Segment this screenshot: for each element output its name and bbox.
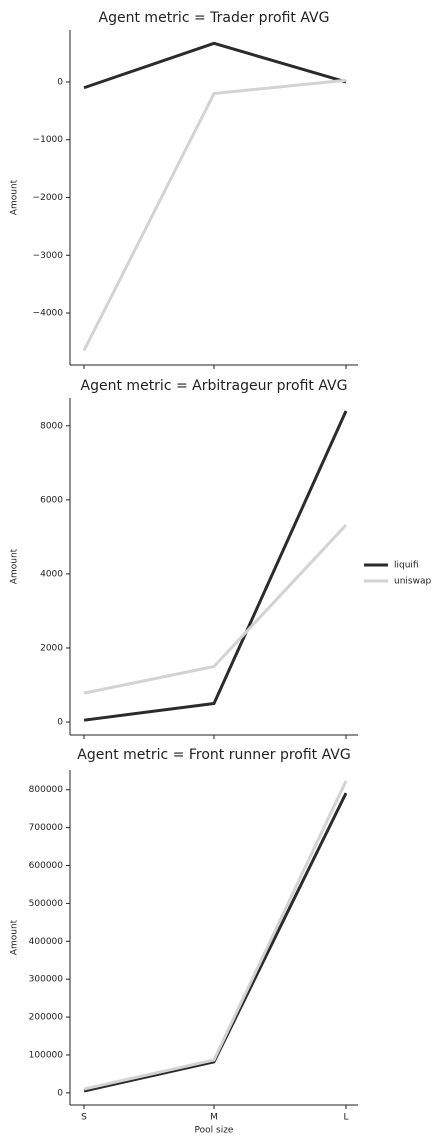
chart-title: Agent metric = Trader profit AVG [99,10,330,26]
y-tick-label: 2000 [40,643,63,653]
y-tick-label: 300000 [29,975,64,985]
legend-label: liquifi [394,561,419,571]
y-tick-label: 800000 [29,785,64,795]
x-tick-label: S [81,1113,87,1123]
chart-title: Agent metric = Arbitrageur profit AVG [81,378,348,394]
y-tick-label: −4000 [33,309,64,319]
x-tick-label: L [343,1113,348,1123]
y-tick-label: −2000 [33,193,64,203]
y-tick-label: 100000 [29,1050,64,1060]
line [83,780,348,1091]
y-tick-label: 0 [57,1088,63,1098]
y-tick-label: −3000 [33,251,64,261]
y-tick-label: 0 [57,77,63,87]
line [83,410,348,722]
line [83,41,347,90]
y-axis-label: Amount [10,548,20,584]
y-tick-label: −1000 [33,135,64,145]
y-tick-label: 0 [57,718,63,728]
line [82,78,347,352]
y-tick-label: 200000 [29,1013,64,1023]
y-tick-label: 6000 [40,495,63,505]
chart-title: Agent metric = Front runner profit AVG [77,747,350,763]
y-axis-label: Amount [10,919,20,955]
legend-label: uniswap [394,577,431,587]
x-tick-label: M [210,1113,218,1123]
line [83,523,348,695]
y-tick-label: 400000 [29,937,64,947]
y-tick-label: 500000 [29,899,64,909]
y-tick-label: 600000 [29,861,64,871]
y-tick-label: 700000 [29,823,64,833]
y-axis-label: Amount [10,179,20,215]
line [83,792,348,1093]
x-axis-label: Pool size [195,1126,234,1136]
y-tick-label: 8000 [40,421,63,431]
y-tick-label: 4000 [40,569,63,579]
